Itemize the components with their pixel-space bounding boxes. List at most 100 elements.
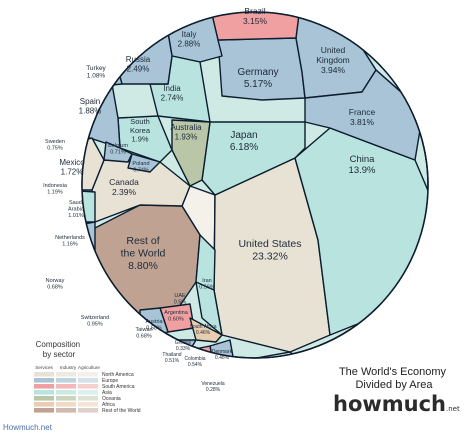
label-austria: Austria 0.58%: [145, 319, 163, 331]
legend-title-line2: by sector: [43, 350, 76, 359]
label-line-rest-of-the-world-2: 8.80%: [128, 260, 158, 272]
legend-swatch-north-america-0: [34, 372, 54, 377]
legend-swatch-south-america-2: [78, 384, 98, 389]
label-argentina: Argentina 0.60%: [164, 310, 188, 322]
label-line-rest-of-the-world-0: Rest of: [126, 235, 159, 247]
label-line-united-states-0: United States: [238, 238, 301, 250]
label-line-denmark-0: Denmark: [212, 349, 233, 355]
label-line-saudi-arabia-2: 1.01%: [68, 213, 84, 219]
label-line-poland-1: 0.74%: [133, 167, 149, 173]
label-line-austria-1: 0.58%: [146, 325, 162, 331]
legend-label-africa: Africa: [102, 402, 115, 408]
legend-label-rest-of-the-world: Rest of the World: [102, 408, 141, 414]
legend-swatch-south-america-1: [56, 384, 76, 389]
filler-cell-left-arc: [82, 28, 91, 141]
cell-denmark[interactable]: [209, 339, 235, 366]
label-taiwan: Taiwan 0.68%: [135, 327, 152, 339]
source-link[interactable]: Howmuch.net: [3, 423, 52, 432]
legend-swatch-europe-0: [34, 378, 54, 383]
legend-label-north-america: North America: [102, 372, 134, 378]
label-line-australia-0: Australia: [170, 123, 202, 132]
chart-outline-top: [81, 11, 429, 359]
label-france: France 3.81%: [349, 107, 376, 127]
legend-column-agriculture: Agriculture: [78, 365, 100, 370]
label-belgium: Belgium 0.71%: [108, 143, 128, 155]
label-line-poland-0: Poland: [132, 161, 149, 167]
legend-swatch-north-america-1: [56, 372, 76, 377]
label-line-netherlands-0: Netherlands: [55, 235, 85, 241]
label-line-south-korea-1: Korea: [130, 126, 151, 135]
legend-swatch-europe-2: [78, 378, 98, 383]
legend-label-europe: Europe: [102, 378, 118, 384]
label-line-taiwan-0: Taiwan: [135, 327, 152, 333]
cell-australia[interactable]: [171, 119, 211, 187]
brand-suffix: .net: [446, 405, 460, 413]
filler-cell-bottom-right: [233, 351, 302, 358]
legend: Composition by sector Services Industry Ag…: [34, 340, 141, 414]
label-australia: Australia 1.93%: [170, 123, 202, 141]
label-line-denmark-1: 0.48%: [215, 355, 230, 361]
cell-south-africa[interactable]: [189, 317, 223, 343]
label-spain: Spain 1.88%: [79, 97, 102, 115]
label-line-united-states-1: 23.32%: [252, 250, 288, 262]
label-line-italy-1: 2.88%: [178, 39, 201, 48]
legend-label-south-america: South America: [102, 384, 135, 390]
chart-title-line2: Divided by Area: [355, 379, 433, 391]
label-line-sweden-1: 0.75%: [47, 145, 63, 151]
cell-russia[interactable]: [111, 14, 173, 85]
label-line-south-africa-1: 0.46%: [196, 330, 211, 336]
label-united-states: United States 23.32%: [238, 238, 301, 262]
label-indonesia: Indonesia 1.19%: [43, 183, 68, 195]
label-line-south-korea-2: 1.9%: [131, 135, 148, 144]
label-rest-of-the-world: Rest of the World 8.80%: [121, 235, 166, 272]
legend-swatch-africa-2: [78, 402, 98, 407]
cell-belgium[interactable]: [103, 141, 133, 163]
legend-swatch-africa-0: [34, 402, 54, 407]
legend-swatch-rest-of-the-world-1: [56, 408, 76, 413]
label-line-france-0: France: [349, 107, 376, 117]
label-line-belgium-1: 0.71%: [110, 149, 126, 155]
label-india: India 2.74%: [161, 84, 184, 102]
label-line-saudi-arabia-1: Arabia: [68, 206, 85, 212]
label-line-norway-0: Norway: [46, 278, 65, 284]
label-line-japan-0: Japan: [230, 130, 257, 141]
legend-swatch-africa-1: [56, 402, 76, 407]
label-line-thailand-1: 0.51%: [165, 358, 180, 364]
legend-swatch-rest-of-the-world-0: [34, 408, 54, 413]
label-italy: Italy 2.88%: [178, 30, 201, 48]
label-thailand: Thailand 0.51%: [162, 352, 181, 364]
label-line-mexico-1: 1.72%: [61, 167, 84, 176]
label-line-spain-0: Spain: [80, 97, 100, 106]
label-line-south-korea-0: South: [130, 117, 150, 126]
legend-label-asia: Asia: [102, 390, 112, 396]
label-netherlands: Netherlands 1.16%: [55, 235, 85, 247]
label-line-germany-0: Germany: [237, 67, 278, 78]
label-japan: Japan 6.18%: [230, 130, 258, 153]
label-mexico: Mexico 1.72%: [59, 158, 85, 176]
label-line-china-0: China: [350, 154, 376, 165]
label-line-switzerland-0: Switzerland: [81, 315, 109, 321]
label-line-turkey-0: Turkey: [86, 65, 106, 72]
label-line-switzerland-1: 0.95%: [87, 321, 103, 327]
legend-swatch-south-america-0: [34, 384, 54, 389]
label-line-japan-1: 6.18%: [230, 142, 258, 153]
label-line-venezuela-1: 0.28%: [206, 387, 221, 393]
legend-swatch-oceania-1: [56, 396, 76, 401]
legend-swatch-europe-1: [56, 378, 76, 383]
label-line-greece-1: 0.33%: [176, 346, 191, 352]
label-line-germany-1: 5.17%: [244, 79, 272, 90]
country-cells: [62, 12, 428, 366]
label-line-russia-0: Russia: [126, 55, 151, 64]
label-canada: Canada 2.39%: [109, 177, 139, 197]
cell-saudi-arabia[interactable]: [62, 189, 96, 223]
label-line-canada-0: Canada: [109, 177, 139, 187]
label-line-uae-0: UAE: [174, 293, 186, 299]
label-line-saudi-arabia-0: Saudi: [69, 200, 83, 206]
label-line-russia-1: 2.49%: [127, 64, 150, 73]
country-labels: United States 23.32% China 13.9% Rest of the …: [43, 6, 376, 393]
label-line-australia-1: 1.93%: [175, 132, 198, 141]
label-sweden: Sweden 0.75%: [45, 139, 65, 151]
cell-poland[interactable]: [127, 153, 161, 173]
legend-title: Composition by sector: [36, 340, 83, 359]
label-line-indonesia-1: 1.19%: [47, 189, 63, 195]
